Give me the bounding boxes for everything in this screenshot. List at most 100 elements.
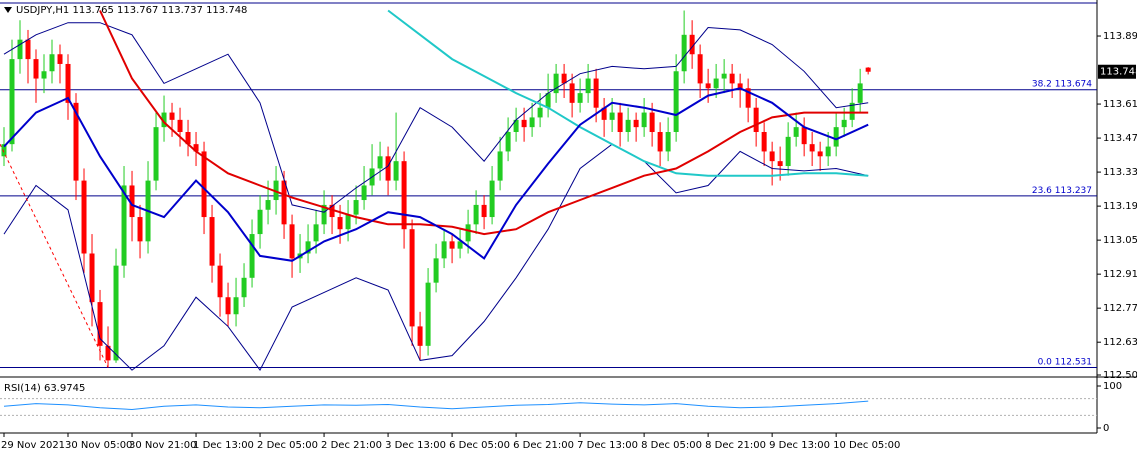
candle-body bbox=[105, 345, 111, 361]
y-tick-label: 113.895 bbox=[1103, 31, 1137, 42]
y-tick-label: 0 bbox=[1103, 423, 1109, 434]
y-tick-label: 113.335 bbox=[1103, 167, 1137, 178]
candle-body bbox=[673, 71, 679, 133]
candle-body bbox=[441, 241, 447, 259]
candle-body bbox=[81, 180, 87, 254]
y-tick-label: 112.775 bbox=[1103, 303, 1137, 314]
candle-body bbox=[801, 127, 807, 145]
x-tick-label: 9 Dec 13:00 bbox=[769, 440, 830, 451]
y-tick-label: 112.635 bbox=[1103, 337, 1137, 348]
fib-level-name: 38.2 bbox=[1032, 79, 1052, 89]
fib-level-label: 38.2 113.674 bbox=[1032, 79, 1092, 89]
candle-body bbox=[377, 156, 383, 169]
candle-body bbox=[865, 67, 871, 72]
candle-body bbox=[809, 144, 815, 152]
candle-body bbox=[641, 112, 647, 128]
candle-body bbox=[849, 102, 855, 120]
candle-body bbox=[465, 224, 471, 242]
x-tick-label: 8 Dec 21:00 bbox=[705, 440, 766, 451]
candle-body bbox=[337, 217, 343, 230]
candle-body bbox=[545, 93, 551, 108]
fib-level-value: 112.531 bbox=[1055, 357, 1092, 367]
candle-body bbox=[585, 78, 591, 94]
y-tick-label: 112.915 bbox=[1103, 269, 1137, 280]
candle-body bbox=[409, 229, 415, 327]
candle-body bbox=[433, 258, 439, 283]
chart-title: USDJPY,H1 113.765 113.767 113.737 113.74… bbox=[16, 5, 247, 16]
candle-body bbox=[577, 93, 583, 103]
candle-body bbox=[193, 144, 199, 152]
candle-body bbox=[217, 265, 223, 298]
candle-body bbox=[73, 102, 79, 181]
x-tick-label: 30 Nov 05:00 bbox=[65, 440, 132, 451]
x-tick-label: 30 Nov 21:00 bbox=[129, 440, 196, 451]
candle-body bbox=[625, 119, 631, 133]
candle-body bbox=[737, 83, 743, 89]
candle-body bbox=[857, 83, 863, 103]
candle-body bbox=[281, 180, 287, 225]
candle-body bbox=[561, 73, 567, 84]
x-tick-label: 8 Dec 05:00 bbox=[641, 440, 702, 451]
candle-body bbox=[353, 200, 359, 215]
candle-body bbox=[97, 302, 103, 346]
candle-body bbox=[57, 54, 63, 64]
candle-body bbox=[521, 119, 527, 128]
candle-body bbox=[153, 127, 159, 181]
candle-body bbox=[209, 217, 215, 266]
candle-body bbox=[529, 117, 535, 128]
candle-body bbox=[657, 132, 663, 152]
candle-body bbox=[89, 253, 95, 303]
candle-body bbox=[705, 83, 711, 89]
candle-body bbox=[201, 151, 207, 218]
candle-body bbox=[17, 39, 23, 60]
candle-body bbox=[345, 214, 351, 230]
indicator-line bbox=[387, 9, 869, 177]
candle-body bbox=[161, 112, 167, 128]
candle-body bbox=[489, 180, 495, 218]
candle-body bbox=[681, 34, 687, 72]
candle-body bbox=[49, 54, 55, 72]
candle-body bbox=[513, 119, 519, 133]
candle-body bbox=[817, 151, 823, 157]
x-tick-label: 2 Dec 21:00 bbox=[321, 440, 382, 451]
candle-body bbox=[233, 297, 239, 315]
fib-level-value: 113.237 bbox=[1055, 185, 1092, 195]
candle-body bbox=[497, 151, 503, 181]
x-tick-label: 10 Dec 05:00 bbox=[833, 440, 900, 451]
candle-body bbox=[593, 78, 599, 108]
candle-body bbox=[289, 224, 295, 259]
x-tick-label: 6 Dec 21:00 bbox=[513, 440, 574, 451]
rsi-title: RSI(14) 63.9745 bbox=[4, 383, 85, 394]
last-price-tag bbox=[1098, 64, 1136, 79]
candle-body bbox=[401, 161, 407, 230]
candle-body bbox=[649, 112, 655, 133]
y-tick-label: 100 bbox=[1103, 381, 1122, 392]
candle-body bbox=[417, 326, 423, 346]
candle-body bbox=[305, 241, 311, 254]
x-tick-label: 6 Dec 05:00 bbox=[449, 440, 510, 451]
menu-arrow[interactable] bbox=[4, 7, 12, 13]
candle-body bbox=[33, 59, 39, 79]
candle-body bbox=[473, 204, 479, 225]
x-tick-label: 3 Dec 13:00 bbox=[385, 440, 446, 451]
y-tick-label: 113.055 bbox=[1103, 235, 1137, 246]
candle-body bbox=[481, 204, 487, 218]
candle-body bbox=[113, 265, 119, 361]
fib-level-name: 0.0 bbox=[1038, 357, 1053, 367]
candle-body bbox=[425, 282, 431, 346]
candle-body bbox=[609, 112, 615, 120]
y-tick-label: 113.195 bbox=[1103, 201, 1137, 212]
indicator-line bbox=[3, 143, 869, 372]
x-tick-label: 2 Dec 05:00 bbox=[257, 440, 318, 451]
last-price-label: 113.748 bbox=[1100, 67, 1137, 78]
candle-body bbox=[537, 107, 543, 118]
candle-body bbox=[137, 217, 143, 242]
candle-body bbox=[385, 156, 391, 181]
candle-body bbox=[729, 73, 735, 84]
y-tick-label: 113.615 bbox=[1103, 99, 1137, 110]
candle-body bbox=[41, 71, 47, 79]
candle-body bbox=[785, 136, 791, 167]
candle-body bbox=[457, 241, 463, 249]
